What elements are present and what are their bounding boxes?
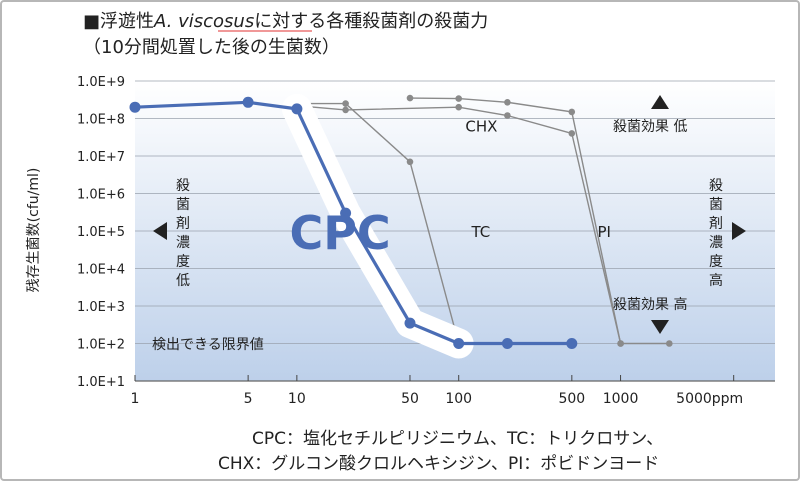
y-tick-label: 1.0E+7 xyxy=(77,150,125,165)
chx-data-point xyxy=(666,340,673,347)
x-tick-label: 10 xyxy=(288,391,306,407)
pi-data-point xyxy=(504,99,511,106)
cpc-data-point xyxy=(566,338,578,349)
chx-data-point xyxy=(504,112,511,119)
y-tick-label: 1.0E+8 xyxy=(77,113,125,128)
x-tick-label: 100 xyxy=(445,391,472,407)
x-tick-labels: 1 5 10 50 100 500 1000 5000ppm xyxy=(131,375,743,407)
chart-title-line2: （10分間処置した後の生菌数） xyxy=(83,37,340,58)
concentration-char: 低 xyxy=(176,273,190,289)
y-tick-label: 1.0E+2 xyxy=(77,338,125,353)
concentration-char: 殺 xyxy=(709,178,723,194)
cpc-data-point xyxy=(129,101,141,113)
caption-line2: CHX：グルコン酸クロルヘキシジン、PI：ポビドンヨード xyxy=(218,454,659,474)
chx-data-point xyxy=(568,130,576,137)
y-tick-label: 1.0E+3 xyxy=(77,300,125,315)
concentration-char: 菌 xyxy=(709,197,723,213)
pi-data-point xyxy=(455,95,463,102)
chx-data-point xyxy=(455,103,463,111)
x-tick-label: 5000ppm xyxy=(676,391,743,407)
tc-series-line xyxy=(296,102,460,344)
cpc-data-point xyxy=(291,103,303,115)
species-name: A. viscosus xyxy=(153,11,254,32)
concentration-char: 高 xyxy=(709,272,723,289)
concentration-char: 濃 xyxy=(176,235,190,251)
concentration-char: 殺 xyxy=(176,178,190,194)
y-axis-label: 残存生菌数(cfu/ml) xyxy=(26,168,42,293)
tc-data-point xyxy=(342,100,349,107)
series-labels: CPC TC CHX PI xyxy=(289,118,611,260)
detection-limit-label: 検出できる限界値 xyxy=(152,337,264,353)
chx-series-label: CHX xyxy=(465,118,497,136)
cpc-data-point xyxy=(501,338,513,349)
y-tick-label: 1.0E+4 xyxy=(77,263,125,278)
y-tick-label: 1.0E+1 xyxy=(77,375,125,390)
x-tick-label: 500 xyxy=(558,391,585,407)
pi-data-point xyxy=(568,108,576,116)
caption-line1: CPC：塩化セチルピリジニウム、TC：トリクロサン、 xyxy=(252,429,663,449)
cpc-data-point xyxy=(453,338,465,349)
y-tick-label: 1.0E+6 xyxy=(77,188,125,203)
conc-high-right-arrow-icon xyxy=(732,222,746,240)
cpc-series-line xyxy=(134,100,572,346)
pi-data-point xyxy=(406,94,414,102)
y-tick-label: 1.0E+5 xyxy=(77,225,125,240)
tc-data-point xyxy=(406,158,414,166)
pi-series-label: PI xyxy=(597,223,610,241)
chx-data-point xyxy=(342,106,349,114)
concentration-char: 濃 xyxy=(709,235,723,251)
effect-low-up-arrow-icon xyxy=(651,95,669,109)
y-tick-labels: 1.0E+1 1.0E+2 1.0E+3 1.0E+4 1.0E+5 1.0E+6 1.0E… xyxy=(77,75,125,390)
x-tick-label: 50 xyxy=(401,391,419,407)
cpc-data-point xyxy=(340,207,352,219)
tc-series-label: TC xyxy=(471,223,491,241)
series-layer xyxy=(129,93,673,359)
effect-high-down-arrow-icon xyxy=(651,320,669,334)
concentration-char: 度 xyxy=(176,254,190,270)
effect-high-label: 殺菌効果 高 xyxy=(613,296,687,313)
concentration-char: 剤 xyxy=(176,216,190,232)
x-tick-label: 5 xyxy=(244,391,253,407)
cpc-data-point xyxy=(404,317,416,329)
x-tick-label: 1000 xyxy=(603,391,639,407)
chart-title-line1: ■浮遊性A. viscosusに対する各種殺菌剤の殺菌力 xyxy=(83,11,488,32)
cpc-series-label: CPC xyxy=(289,206,390,260)
concentration-char: 菌 xyxy=(176,197,190,213)
conc-low-left-arrow-icon xyxy=(153,222,167,240)
concentration-char: 剤 xyxy=(709,216,723,232)
y-tick-label: 1.0E+9 xyxy=(77,75,125,90)
concentration-char: 度 xyxy=(709,254,723,270)
effect-low-label: 殺菌効果 低 xyxy=(613,119,687,135)
cpc-data-point xyxy=(242,96,254,108)
pi-data-point xyxy=(617,340,624,347)
x-tick-label: 1 xyxy=(131,391,140,407)
